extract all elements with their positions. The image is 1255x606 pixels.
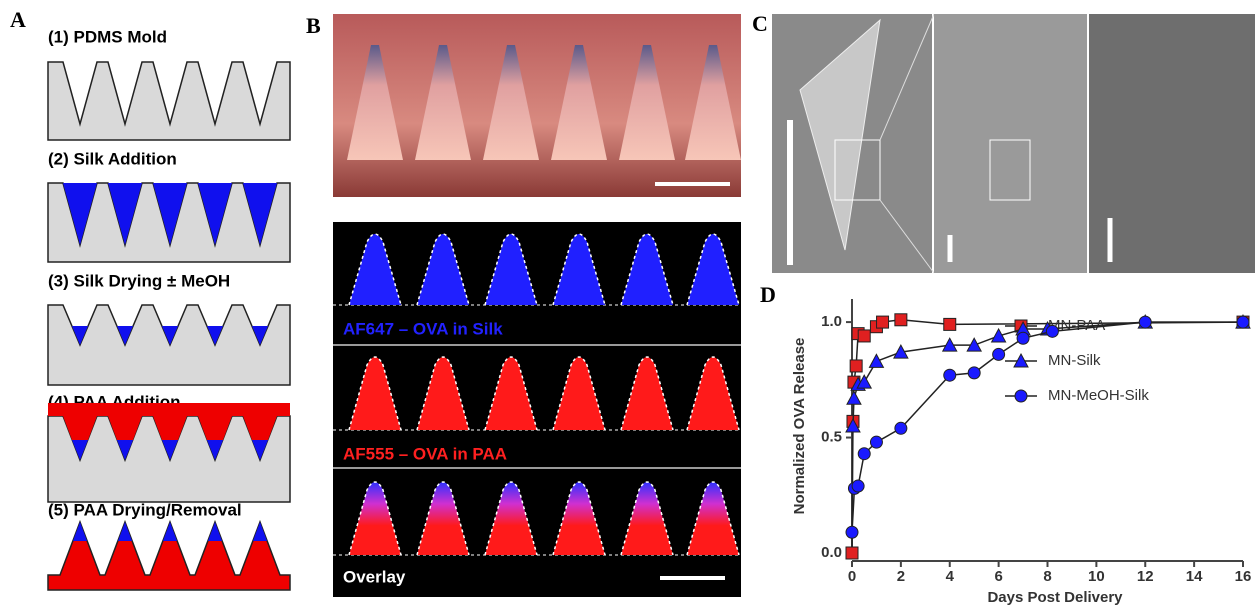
marker bbox=[944, 318, 956, 330]
x-tick-label: 2 bbox=[897, 568, 905, 585]
marker bbox=[993, 348, 1005, 360]
y-axis-label: Normalized OVA Release bbox=[791, 338, 808, 515]
microscopy: AF647 – OVA in Silk AF555 – OVA in PAA Ove… bbox=[333, 14, 741, 597]
silk bbox=[118, 522, 132, 541]
panel-label: A bbox=[10, 7, 26, 32]
marker bbox=[1046, 325, 1058, 337]
silk bbox=[73, 522, 87, 541]
sem-image bbox=[1089, 14, 1255, 273]
step-title: (2) Silk Addition bbox=[48, 149, 177, 168]
x-tick-label: 12 bbox=[1137, 568, 1154, 585]
strip-label: AF555 – OVA in PAA bbox=[343, 444, 507, 463]
silk bbox=[163, 522, 177, 541]
step-title: (3) Silk Drying ± MeOH bbox=[48, 271, 230, 290]
marker bbox=[1139, 316, 1151, 328]
marker bbox=[1237, 316, 1249, 328]
step-title: (1) PDMS Mold bbox=[48, 27, 167, 46]
marker bbox=[858, 448, 870, 460]
strip-label: AF647 – OVA in Silk bbox=[343, 319, 503, 338]
legend-marker bbox=[1015, 390, 1027, 402]
legend-label: MN-MeOH-Silk bbox=[1048, 387, 1149, 404]
marker bbox=[870, 436, 882, 448]
legend-label: MN-Silk bbox=[1048, 352, 1101, 369]
y-tick-label: 1.0 bbox=[821, 313, 842, 330]
x-tick-label: 16 bbox=[1235, 568, 1252, 585]
x-tick-label: 14 bbox=[1186, 568, 1203, 585]
x-tick-label: 0 bbox=[848, 568, 856, 585]
marker bbox=[846, 526, 858, 538]
marker bbox=[858, 330, 870, 342]
marker bbox=[877, 316, 889, 328]
paa bbox=[48, 403, 290, 416]
silk bbox=[253, 522, 267, 541]
chart: 0.0 0.5 1.0 0 2 4 6 8 10 12 14 16 Days Post Delivery… bbox=[791, 299, 1251, 606]
sem-image bbox=[934, 14, 1087, 273]
marker bbox=[992, 329, 1006, 342]
mold bbox=[48, 305, 290, 385]
y-tick-label: 0.5 bbox=[821, 429, 842, 446]
mold bbox=[48, 62, 290, 140]
marker bbox=[847, 391, 861, 404]
x-tick-label: 10 bbox=[1088, 568, 1105, 585]
marker bbox=[895, 422, 907, 434]
photo bbox=[333, 14, 741, 197]
marker bbox=[944, 369, 956, 381]
marker bbox=[968, 367, 980, 379]
schematic: (1) PDMS Mold (2) Silk Addition (3) Silk D… bbox=[48, 27, 290, 590]
step-title: (5) PAA Drying/Removal bbox=[48, 500, 242, 519]
marker bbox=[850, 360, 862, 372]
x-tick-label: 8 bbox=[1043, 568, 1051, 585]
marker bbox=[846, 547, 858, 559]
marker bbox=[1017, 332, 1029, 344]
x-tick-label: 4 bbox=[946, 568, 955, 585]
panel-label: D bbox=[760, 282, 776, 307]
silk bbox=[208, 522, 222, 541]
y-tick-label: 0.0 bbox=[821, 544, 842, 561]
panel-label: C bbox=[752, 11, 768, 36]
marker bbox=[852, 480, 864, 492]
marker bbox=[895, 314, 907, 326]
figure: A B C D (1) PDMS Mold (2) Silk Addition (3… bbox=[0, 0, 1255, 606]
line bbox=[853, 322, 1243, 426]
strip-label: Overlay bbox=[343, 567, 406, 586]
panel-label: B bbox=[306, 13, 321, 38]
x-axis-label: Days Post Delivery bbox=[987, 589, 1123, 606]
marker bbox=[869, 354, 883, 367]
x-tick-label: 6 bbox=[994, 568, 1002, 585]
sem-images bbox=[772, 14, 1255, 273]
